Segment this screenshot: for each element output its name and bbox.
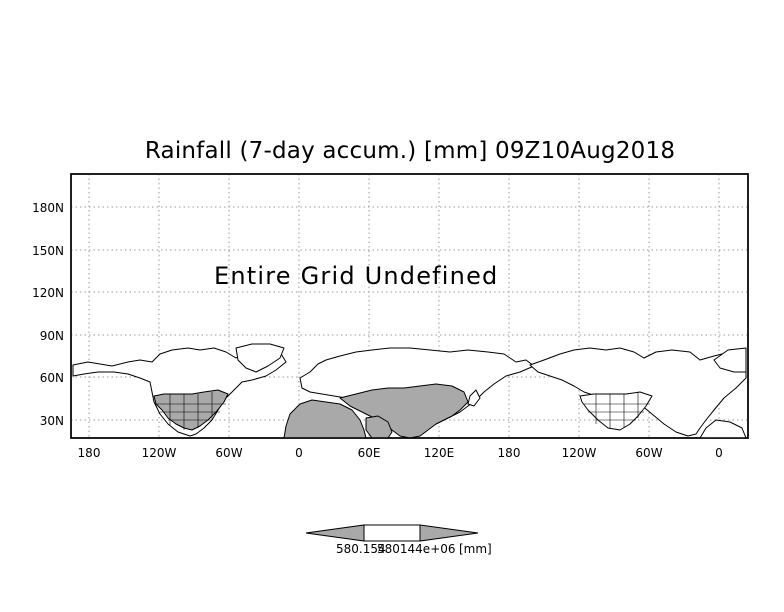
colorbar-label-left: 580.154 [336, 542, 386, 556]
north-america-left [72, 347, 287, 437]
us-states-right [584, 392, 650, 428]
lon-label-60e: 60E [358, 446, 381, 460]
lon-label-180: 180 [78, 446, 101, 460]
africa-rain [283, 399, 367, 439]
colorbar-label-unit: [mm] [459, 542, 492, 556]
lon-tick-labels: 180 120W 60W 0 60E 120E 180 120W 60W 0 [78, 446, 723, 460]
plot-frame-top [70, 173, 749, 439]
lon-label-120w: 120W [142, 446, 177, 460]
arabia-rain [365, 415, 393, 439]
greenland [235, 343, 285, 373]
colorbar-center-box [363, 524, 421, 542]
colorbar [305, 524, 479, 542]
lat-label-30n: 30N [40, 414, 64, 428]
colorbar-right-arrow [419, 524, 479, 542]
map-title: Rainfall (7-day accum.) [mm] 09Z10Aug201… [144, 138, 676, 164]
lon-label-0: 0 [295, 446, 303, 460]
colorbar-label-mid: 580144e+06 [377, 542, 456, 556]
greenland-right [713, 347, 747, 373]
lat-label-90n: 90N [40, 329, 64, 343]
lon-label-0-b: 0 [715, 446, 723, 460]
lat-label-150n: 150N [32, 244, 64, 258]
colorbar-left-arrow [305, 524, 365, 542]
japan [467, 389, 481, 407]
lon-label-180-b: 180 [498, 446, 521, 460]
undefined-grid-message: Entire Grid Undefined [214, 262, 499, 290]
lat-tick-labels: 180N 150N 120N 90N 60N 30N [32, 201, 64, 428]
lat-label-60n: 60N [40, 371, 64, 385]
lat-label-120n: 120N [32, 286, 64, 300]
lat-label-180n: 180N [32, 201, 64, 215]
us-states-left [156, 392, 226, 430]
lon-label-120w-b: 120W [562, 446, 597, 460]
lon-label-60w-b: 60W [635, 446, 662, 460]
grid-lines [71, 174, 748, 438]
lon-label-60w: 60W [215, 446, 242, 460]
lon-label-120e: 120E [424, 446, 455, 460]
